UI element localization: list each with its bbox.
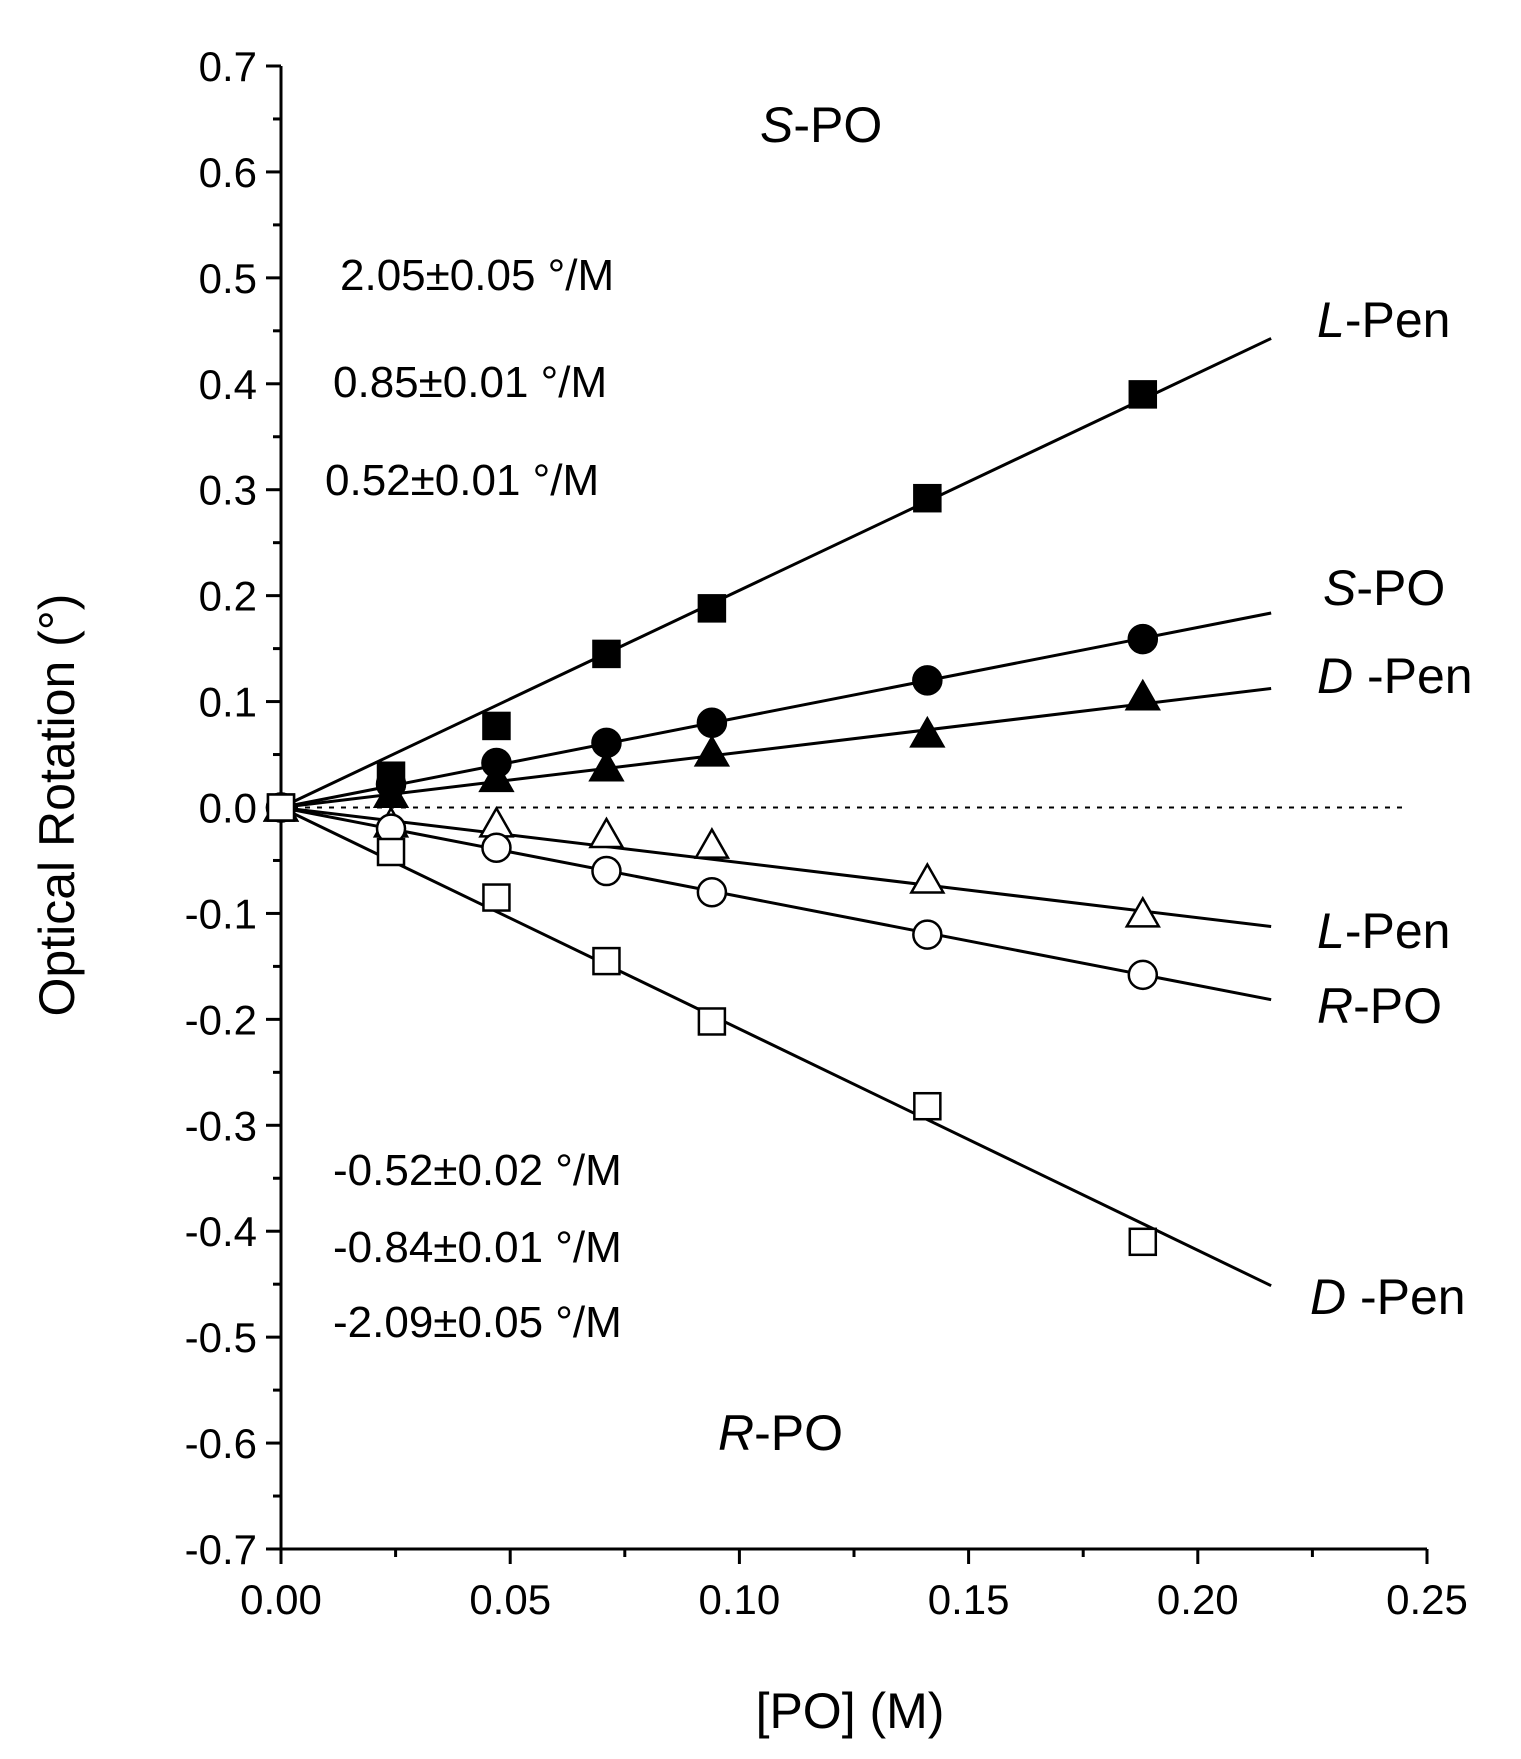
point-square-filled	[592, 639, 621, 669]
x-tick-label: 0.10	[699, 1576, 781, 1623]
point-circle-open	[912, 919, 943, 950]
y-tick-label: 0.4	[199, 361, 257, 408]
point-circle-open	[696, 876, 728, 908]
slope-top-2: 0.85±0.01 °/M	[333, 358, 607, 407]
series-label-d-pen-top: D -Pen	[1317, 648, 1473, 704]
y-tick-label: -0.2	[185, 996, 257, 1043]
point-triangle-open	[693, 827, 731, 859]
axes: 0.7 0.6 0.5 0.4 0.3 0.2 0.1 0.0 -0.1 -0.2 -0.3 -0.4…	[185, 43, 1468, 1623]
slope-top-1: 2.05±0.05 °/M	[340, 251, 614, 300]
y-tick-label: -0.5	[185, 1314, 257, 1361]
slope-top-3: 0.52±0.01 °/M	[325, 456, 599, 505]
slope-bottom-2: -0.84±0.01 °/M	[333, 1223, 622, 1272]
y-tick-label: -0.7	[185, 1526, 257, 1573]
y-tick-label: 0.3	[199, 467, 257, 514]
series-label-l-pen-top: L-Pen	[1317, 292, 1450, 348]
series-label-d-pen-bottom: D -Pen	[1310, 1269, 1466, 1325]
fit-line-4	[280, 806, 1272, 1002]
point-triangle-open	[588, 816, 625, 849]
y-tick-label: -0.3	[185, 1102, 257, 1149]
fit-line-2	[280, 687, 1272, 809]
point-square-open	[592, 946, 621, 976]
point-circle-open	[1127, 959, 1159, 991]
point-triangle-filled	[1124, 678, 1161, 711]
series-label-r-po: R-PO	[1317, 978, 1442, 1034]
y-axis-title: Optical Rotation (°)	[29, 594, 85, 1017]
x-tick-label: 0.15	[928, 1576, 1010, 1623]
y-tick-label: 0.7	[199, 43, 257, 90]
point-square-filled	[697, 594, 727, 623]
series-label-l-pen-bottom: L-Pen	[1317, 903, 1450, 959]
data-points	[262, 380, 1161, 1257]
fit-line-5	[280, 806, 1272, 1288]
point-circle-filled	[1127, 623, 1159, 655]
x-tick-label: 0.00	[240, 1576, 322, 1623]
point-circle-filled	[696, 707, 728, 739]
point-square-open	[913, 1091, 942, 1121]
region-label-bottom: R-PO	[718, 1405, 843, 1461]
point-triangle-open	[909, 862, 946, 894]
point-triangle-filled	[478, 760, 515, 793]
x-tick-label: 0.20	[1157, 1576, 1239, 1623]
point-circle-open	[591, 855, 622, 887]
point-square-filled	[1128, 380, 1158, 409]
x-axis-title: [PO] (M)	[756, 1683, 945, 1739]
region-label-top: S-PO	[760, 97, 882, 153]
point-square-open	[482, 883, 511, 912]
y-tick-label: 0.0	[199, 785, 257, 832]
point-circle-open	[481, 832, 512, 864]
y-tick-label: 0.2	[199, 573, 257, 620]
x-tick-label: 0.05	[469, 1576, 551, 1623]
fit-lines	[280, 337, 1272, 1288]
fit-line-3	[280, 806, 1272, 928]
y-tick-label: 0.1	[199, 679, 257, 726]
point-square-open	[1128, 1227, 1158, 1257]
y-tick-label: 0.6	[199, 149, 257, 196]
point-triangle-open	[478, 805, 515, 838]
x-tick-label: 0.25	[1386, 1576, 1468, 1623]
fit-line-0	[280, 337, 1272, 809]
y-tick-label: -0.4	[185, 1208, 257, 1255]
point-square-open	[376, 837, 406, 867]
point-triangle-filled	[588, 749, 625, 782]
y-tick-label: 0.5	[199, 255, 257, 302]
fit-line-1	[280, 611, 1272, 809]
point-square-open	[266, 793, 296, 822]
point-square-filled	[482, 711, 511, 741]
point-square-filled	[913, 483, 942, 513]
point-triangle-open	[1124, 895, 1161, 928]
point-triangle-filled	[693, 734, 731, 767]
y-tick-label: -0.1	[185, 890, 257, 937]
annotations: [PO] (M) Optical Rotation (°) S-PO R-PO …	[29, 97, 1473, 1739]
slope-bottom-1: -0.52±0.02 °/M	[333, 1146, 622, 1195]
point-square-open	[697, 1007, 727, 1036]
y-tick-label: -0.6	[185, 1420, 257, 1467]
slope-bottom-3: -2.09±0.05 °/M	[333, 1298, 622, 1347]
series-label-s-po: S-PO	[1323, 560, 1445, 616]
point-triangle-filled	[909, 715, 946, 748]
point-circle-filled	[912, 665, 943, 696]
